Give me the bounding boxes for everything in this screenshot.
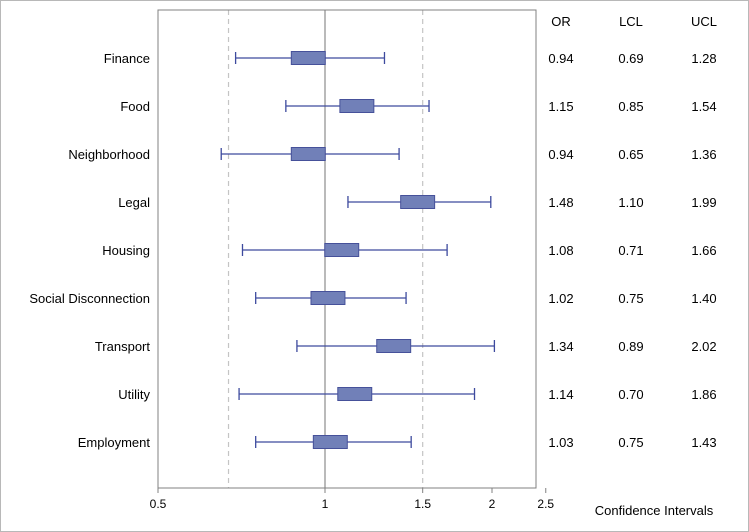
row-label: Employment xyxy=(78,435,151,450)
row-label: Neighborhood xyxy=(68,147,150,162)
row-label: Transport xyxy=(95,339,151,354)
lcl-value: 1.10 xyxy=(618,195,643,210)
or-value: 0.94 xyxy=(548,147,573,162)
x-axis-label: Confidence Intervals xyxy=(595,503,714,518)
odds-ratio-marker xyxy=(400,195,436,209)
row-label: Social Disconnection xyxy=(29,291,150,306)
odds-ratio-marker xyxy=(310,291,346,305)
or-value: 1.03 xyxy=(548,435,573,450)
lcl-column-header: LCL xyxy=(619,14,643,29)
x-tick-label: 1 xyxy=(322,497,329,511)
forest-row: Social Disconnection 1.02 0.75 1.40 xyxy=(29,291,717,306)
or-value: 1.34 xyxy=(548,339,573,354)
x-tick-label: 1.5 xyxy=(414,497,431,511)
forest-row: Legal 1.48 1.10 1.99 xyxy=(118,195,717,210)
odds-ratio-marker xyxy=(324,243,360,257)
forest-row: Finance 0.94 0.69 1.28 xyxy=(104,51,717,66)
ucl-value: 2.02 xyxy=(691,339,716,354)
forest-row: Transport 1.34 0.89 2.02 xyxy=(95,339,717,354)
ucl-value: 1.86 xyxy=(691,387,716,402)
lcl-value: 0.75 xyxy=(618,435,643,450)
forest-row: Food 1.15 0.85 1.54 xyxy=(120,99,717,114)
forest-row: Neighborhood 0.94 0.65 1.36 xyxy=(68,147,717,162)
or-value: 1.15 xyxy=(548,99,573,114)
forest-row: Housing 1.08 0.71 1.66 xyxy=(102,243,717,258)
lcl-value: 0.65 xyxy=(618,147,643,162)
ucl-value: 1.54 xyxy=(691,99,716,114)
forest-row: Utility 1.14 0.70 1.86 xyxy=(118,387,717,402)
odds-ratio-marker xyxy=(312,435,348,449)
row-label: Finance xyxy=(104,51,150,66)
lcl-value: 0.69 xyxy=(618,51,643,66)
ucl-value: 1.99 xyxy=(691,195,716,210)
ucl-value: 1.40 xyxy=(691,291,716,306)
lcl-value: 0.70 xyxy=(618,387,643,402)
ucl-value: 1.43 xyxy=(691,435,716,450)
odds-ratio-marker xyxy=(376,339,412,353)
row-label: Housing xyxy=(102,243,150,258)
lcl-value: 0.71 xyxy=(618,243,643,258)
odds-ratio-marker xyxy=(290,51,326,65)
forest-row: Employment 1.03 0.75 1.43 xyxy=(78,435,717,450)
or-value: 1.14 xyxy=(548,387,573,402)
row-label: Food xyxy=(120,99,150,114)
ucl-value: 1.36 xyxy=(691,147,716,162)
ucl-value: 1.28 xyxy=(691,51,716,66)
odds-ratio-marker xyxy=(290,147,326,161)
lcl-value: 0.75 xyxy=(618,291,643,306)
lcl-value: 0.89 xyxy=(618,339,643,354)
x-tick-label: 2.5 xyxy=(537,497,554,511)
or-column-header: OR xyxy=(551,14,571,29)
row-label: Legal xyxy=(118,195,150,210)
row-label: Utility xyxy=(118,387,150,402)
or-value: 1.48 xyxy=(548,195,573,210)
odds-ratio-marker xyxy=(337,387,373,401)
or-value: 0.94 xyxy=(548,51,573,66)
lcl-value: 0.85 xyxy=(618,99,643,114)
or-value: 1.08 xyxy=(548,243,573,258)
x-tick-label: 2 xyxy=(489,497,496,511)
odds-ratio-marker xyxy=(339,99,375,113)
plot-area xyxy=(157,9,537,489)
ucl-value: 1.66 xyxy=(691,243,716,258)
x-tick-label: 0.5 xyxy=(150,497,167,511)
or-value: 1.02 xyxy=(548,291,573,306)
ucl-column-header: UCL xyxy=(691,14,717,29)
